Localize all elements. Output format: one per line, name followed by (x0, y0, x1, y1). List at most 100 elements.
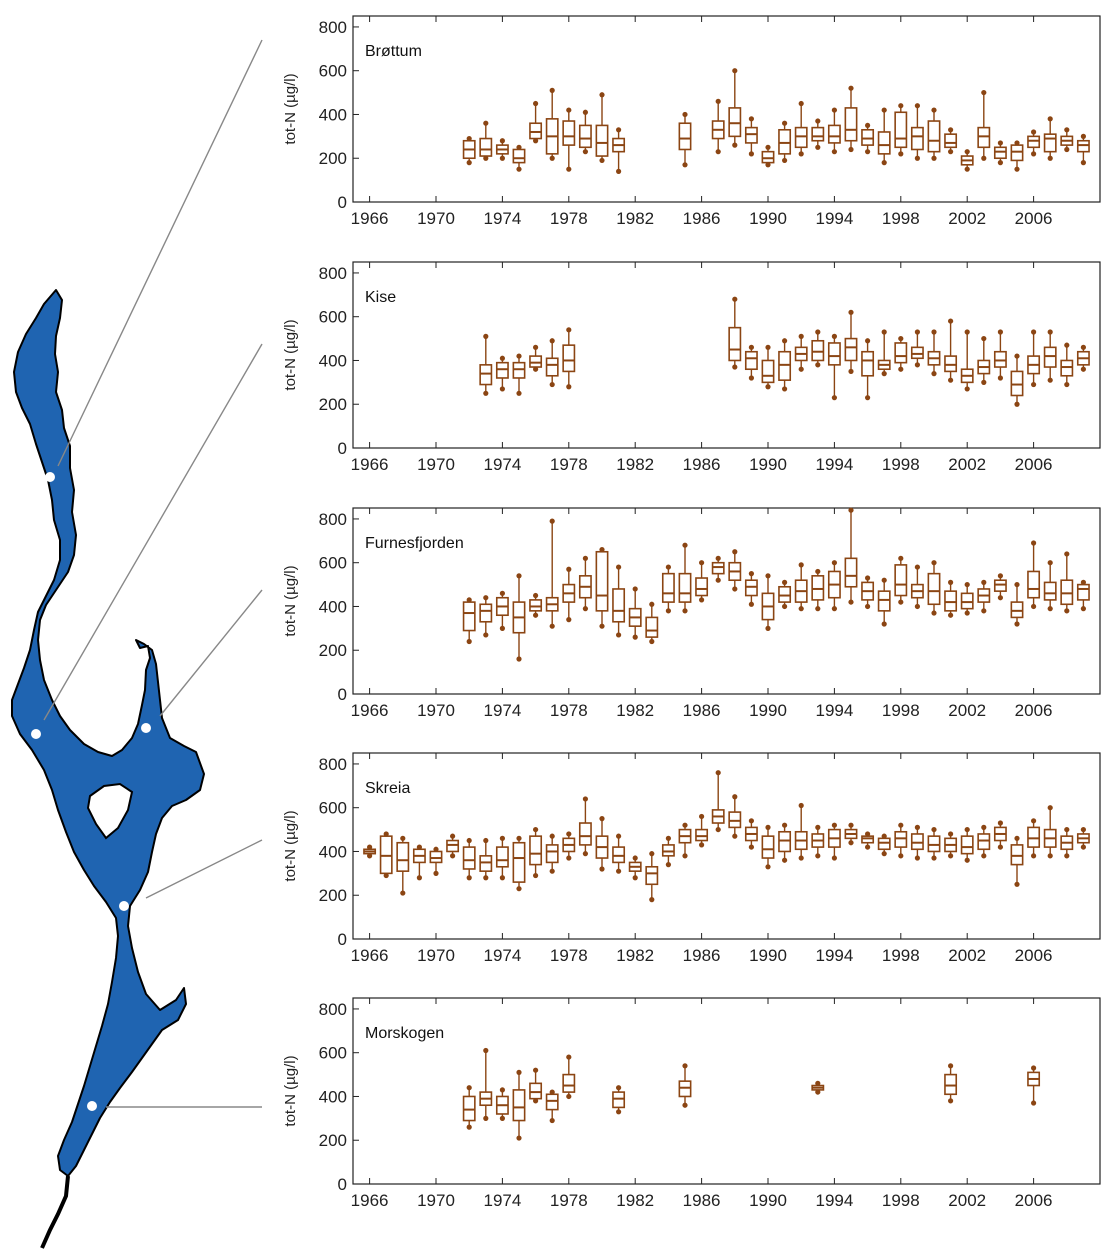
box-2007 (1043, 560, 1057, 612)
x-tick-label: 1994 (815, 701, 853, 720)
box-1969 (412, 844, 426, 881)
max-point (582, 555, 589, 561)
x-tick-label: 1966 (351, 701, 389, 720)
box-1988 (728, 794, 742, 839)
min-point (898, 599, 904, 605)
box-1981 (612, 1085, 626, 1115)
min-point (483, 390, 489, 396)
min-point (981, 608, 987, 614)
box-iqr (695, 577, 709, 597)
max-point (948, 579, 954, 586)
min-point (981, 853, 987, 859)
box-1984 (661, 564, 675, 614)
box-1981 (612, 833, 626, 874)
max-point (948, 831, 954, 837)
y-axis-label: tot-N (µg/l) (282, 1055, 299, 1126)
min-point (881, 851, 887, 857)
min-point (964, 166, 970, 172)
x-tick-label: 2002 (948, 455, 986, 474)
x-tick-label: 1998 (882, 701, 920, 720)
box-iqr (562, 1073, 576, 1093)
connector-line (145, 839, 263, 899)
box-2005 (1010, 140, 1024, 172)
box-2006 (1027, 129, 1041, 157)
max-point (964, 329, 970, 335)
y-tick-label: 400 (319, 842, 347, 861)
box-1976 (529, 592, 543, 618)
x-tick-label: 1966 (351, 946, 389, 965)
box-1997 (877, 833, 891, 857)
chart-panel: 0 200 400 600 800 1966 1970 1974 1978 1982 1986 199… (282, 507, 1101, 720)
box-1974 (495, 1087, 509, 1121)
max-point (898, 335, 904, 342)
x-tick-label: 1994 (815, 455, 853, 474)
max-point (383, 831, 389, 837)
max-point (881, 577, 887, 583)
box-iqr (993, 146, 1007, 160)
min-point (367, 853, 373, 859)
box-1985 (678, 111, 692, 168)
box-2008 (1060, 826, 1074, 859)
y-tick-label: 200 (319, 641, 347, 660)
min-point (732, 586, 738, 592)
max-point (616, 564, 622, 570)
x-tick-label: 1986 (683, 946, 721, 965)
box-1988 (728, 296, 742, 370)
box-iqr (595, 550, 609, 612)
box-1978 (562, 327, 576, 390)
box-iqr (1010, 601, 1024, 619)
box-2000 (927, 107, 941, 161)
box-iqr (678, 572, 692, 603)
box-1988 (728, 549, 742, 592)
box-1996 (861, 122, 875, 155)
box-iqr (1027, 570, 1041, 599)
max-point (732, 794, 738, 800)
max-point (649, 601, 655, 607)
min-point (765, 625, 771, 631)
box-iqr (1010, 844, 1024, 866)
chart-panels: 0 200 400 600 800 1966 1970 1974 1978 1982 1986 199… (282, 15, 1101, 1210)
min-point (948, 1098, 954, 1104)
max-point (948, 1063, 954, 1069)
box-iqr (645, 865, 659, 886)
x-tick-label: 1998 (882, 209, 920, 228)
box-iqr (844, 107, 858, 142)
box-2004 (993, 329, 1007, 381)
box-iqr (1027, 135, 1041, 149)
min-point (483, 155, 489, 161)
x-tick-label: 1966 (351, 455, 389, 474)
min-point (499, 875, 505, 881)
max-point (765, 344, 771, 350)
x-tick-label: 1974 (483, 209, 521, 228)
box-iqr (1027, 826, 1041, 848)
box-1994 (827, 107, 841, 155)
x-tick-label: 1970 (417, 209, 455, 228)
x-tick-label: 2006 (1015, 209, 1053, 228)
min-point (748, 844, 755, 850)
box-1992 (794, 100, 808, 157)
box-1976 (529, 826, 543, 879)
max-point (964, 149, 970, 155)
x-tick-label: 1970 (417, 1191, 455, 1210)
box-1999 (910, 824, 924, 861)
box-iqr (529, 835, 543, 866)
max-point (715, 98, 721, 104)
min-point (914, 155, 921, 161)
box-1987 (711, 555, 725, 583)
box-1992 (794, 333, 808, 372)
min-point (815, 144, 821, 150)
max-point (765, 824, 771, 831)
min-point (466, 160, 472, 166)
y-tick-label: 800 (319, 510, 347, 529)
min-point (549, 1117, 555, 1124)
min-point (616, 632, 622, 638)
plot-frame (352, 261, 1101, 449)
y-tick-label: 0 (338, 1175, 347, 1194)
x-tick-label: 1978 (550, 701, 588, 720)
min-point (483, 875, 489, 881)
max-point (1080, 344, 1086, 350)
panel-title: Kise (365, 289, 396, 306)
min-point (533, 1098, 539, 1104)
min-point (566, 1093, 572, 1100)
box-iqr (877, 837, 891, 851)
